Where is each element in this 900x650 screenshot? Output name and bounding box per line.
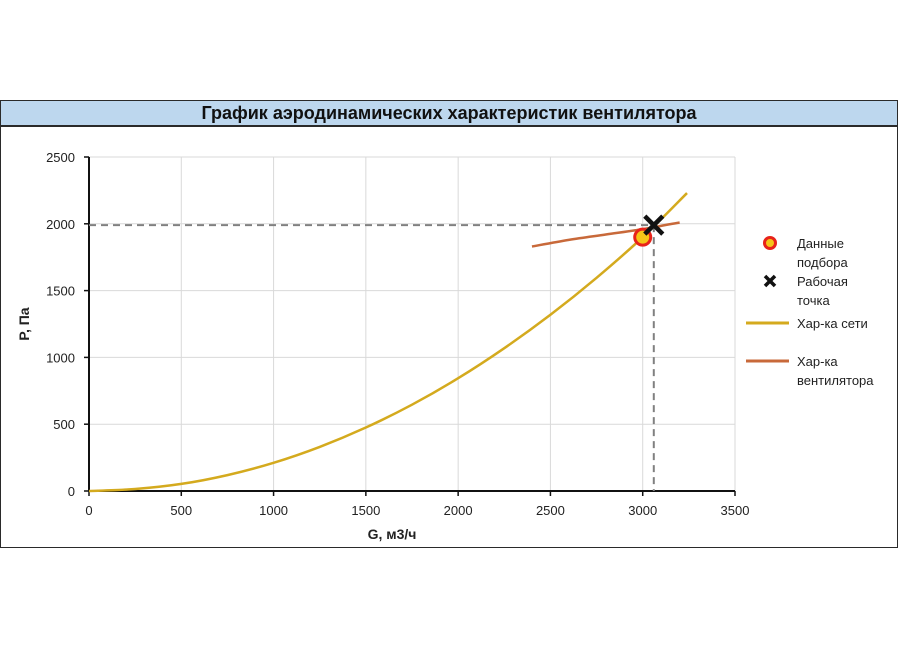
- x-tick-label: 1000: [259, 503, 288, 518]
- y-tick-label: 1000: [46, 350, 75, 365]
- x-tick-label: 3000: [628, 503, 657, 518]
- y-tick-label: 1500: [46, 284, 75, 299]
- legend-label: подбора: [797, 255, 848, 270]
- y-tick-label: 0: [68, 484, 75, 499]
- x-tick-label: 500: [170, 503, 192, 518]
- legend-label: вентилятора: [797, 373, 874, 388]
- x-tick-label: 3500: [721, 503, 750, 518]
- x-tick-label: 2500: [536, 503, 565, 518]
- series-line-2: [88, 192, 688, 493]
- x-tick-label: 2000: [444, 503, 473, 518]
- chart-title: График аэродинамических характеристик ве…: [201, 102, 697, 123]
- legend-label: Хар-ка: [797, 354, 838, 369]
- x-axis-title: G, м3/ч: [368, 526, 417, 542]
- legend-marker-cross-b: [763, 274, 777, 288]
- legend-label: Рабочая: [797, 274, 848, 289]
- y-axis-title: P, Па: [16, 307, 32, 340]
- y-tick-label: 2000: [46, 217, 75, 232]
- data-point-working-cross-b: [643, 214, 665, 236]
- legend-marker-circle: [763, 236, 777, 250]
- chart-title-bar: График аэродинамических характеристик ве…: [1, 101, 897, 127]
- y-tick-label: 500: [53, 417, 75, 432]
- x-tick-label: 1500: [351, 503, 380, 518]
- legend-label: Данные: [797, 236, 844, 251]
- legend-label: точка: [797, 293, 830, 308]
- x-tick-label: 0: [85, 503, 92, 518]
- chart-frame: График аэродинамических характеристик ве…: [0, 100, 898, 548]
- chart-plot: 0 500 1000 1500 2000 2500 3000 3500 0 500 1000 1500…: [16, 150, 874, 542]
- legend-label: Хар-ка сети: [797, 316, 868, 331]
- y-tick-label: 2500: [46, 150, 75, 165]
